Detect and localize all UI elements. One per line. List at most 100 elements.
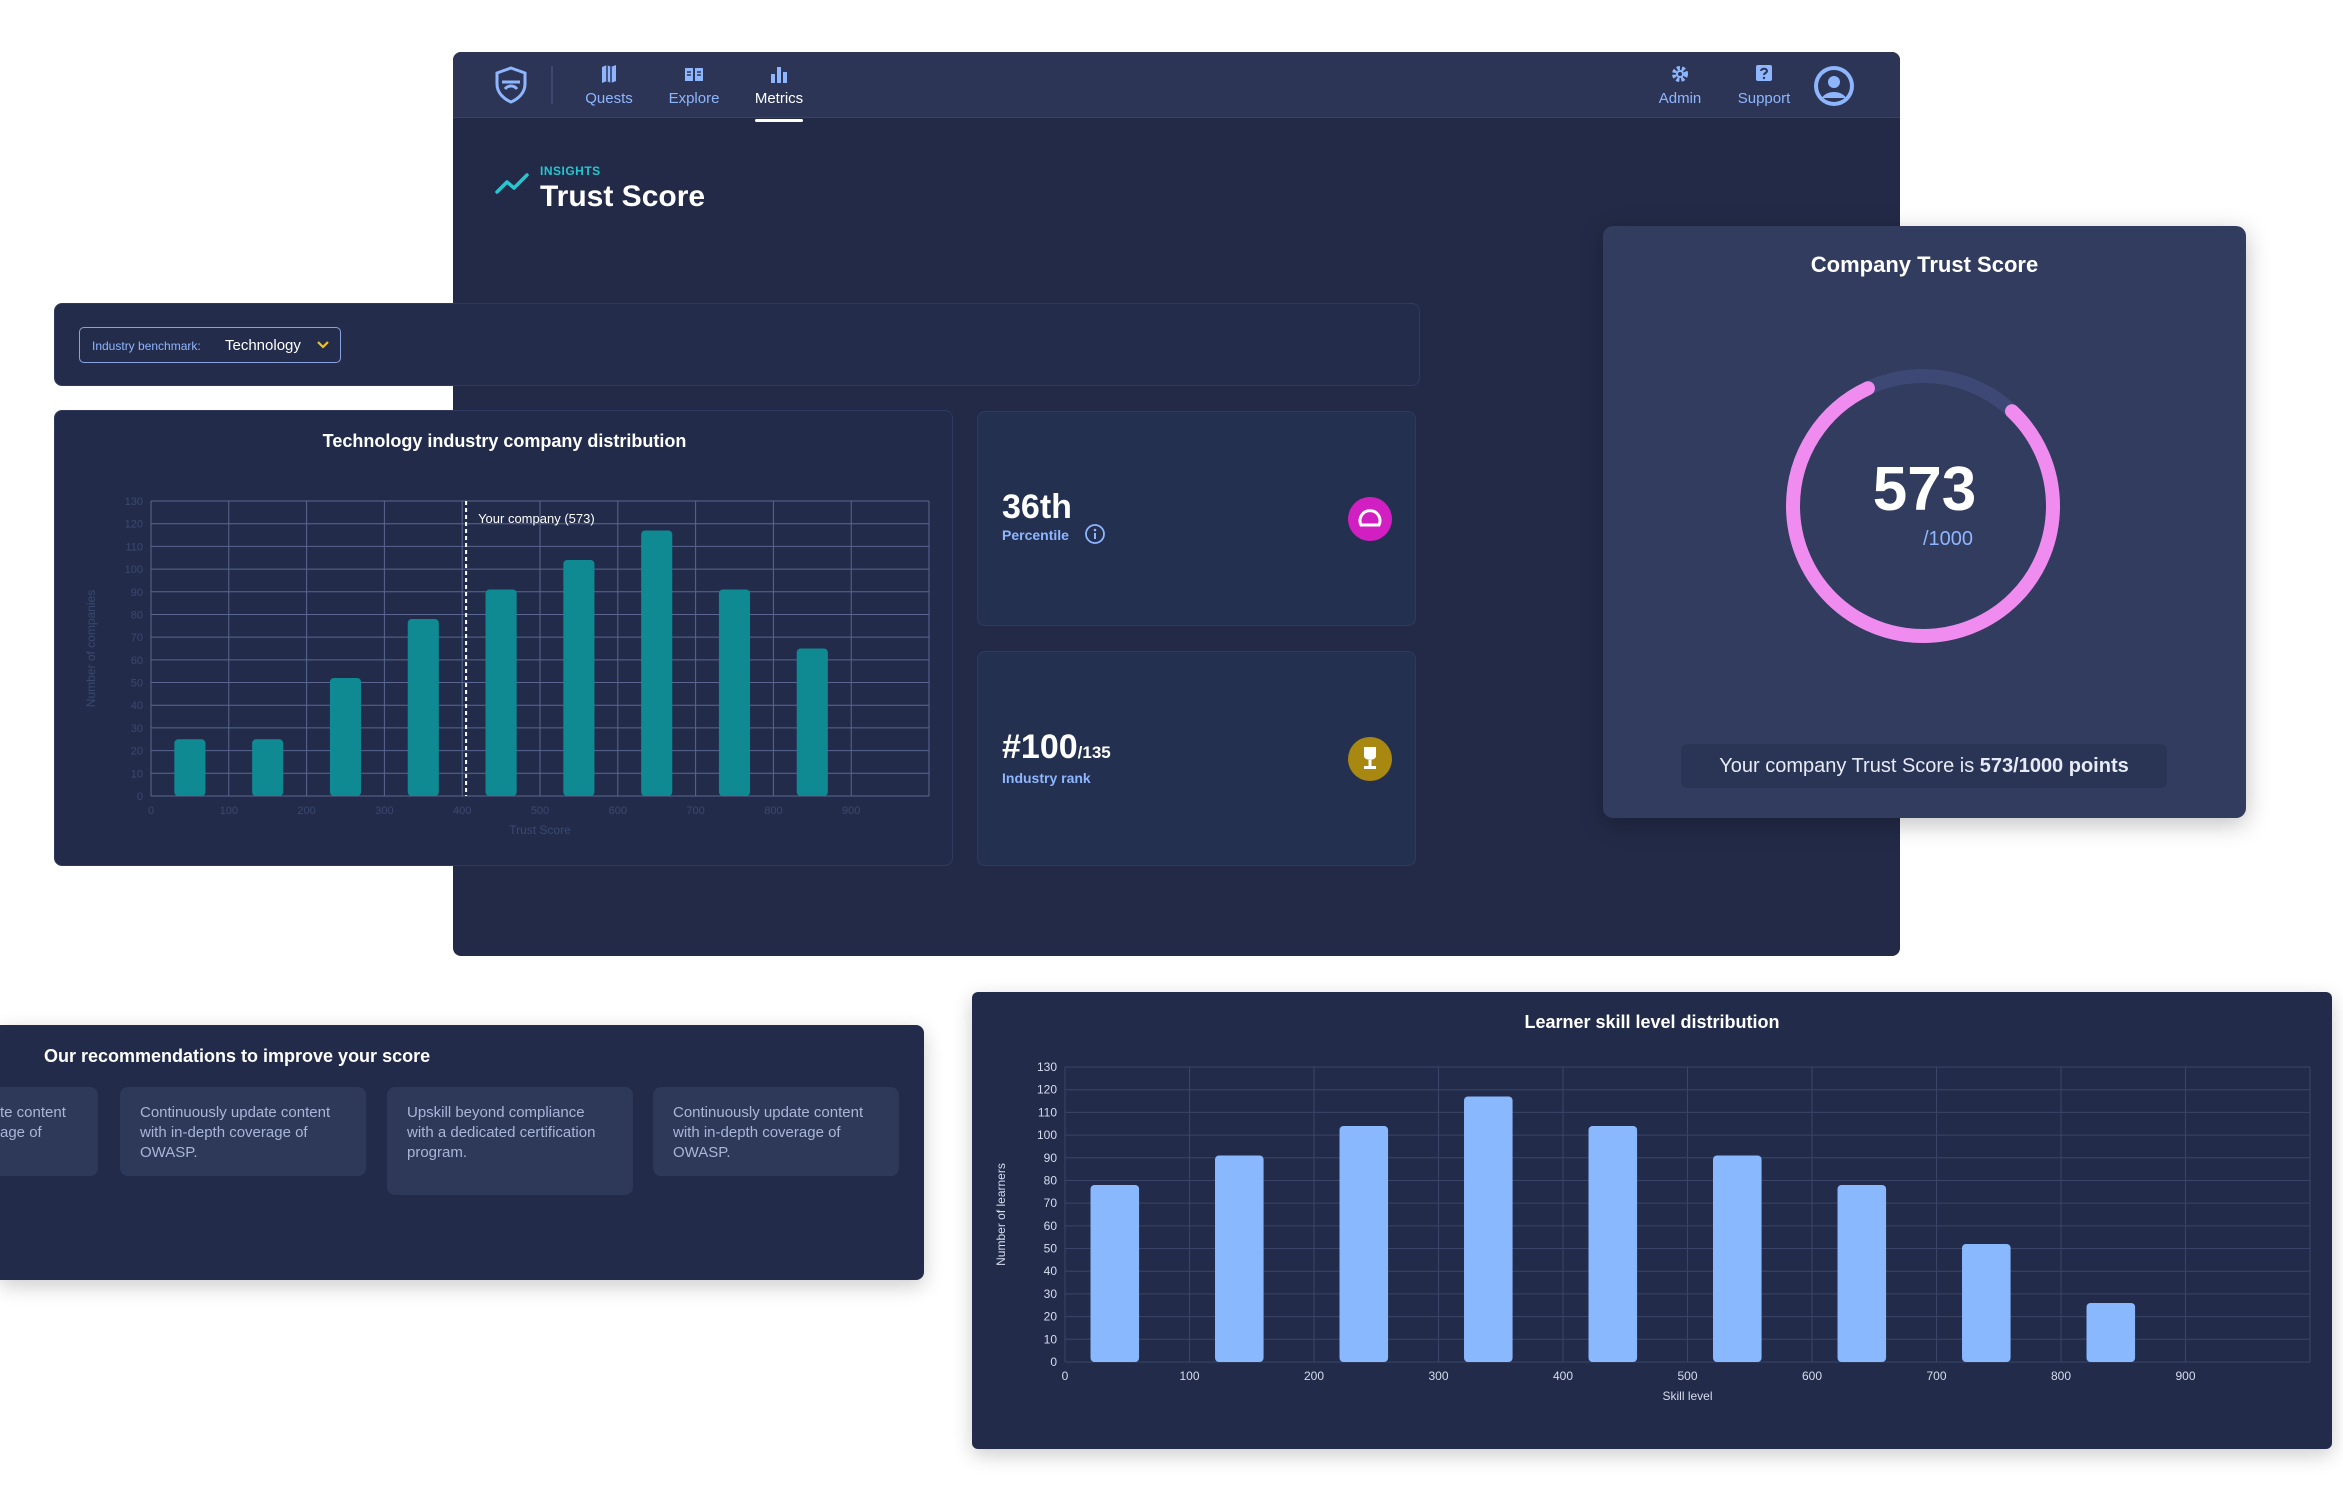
x-tick-label: 200 bbox=[1304, 1369, 1324, 1383]
nav-explore-label: Explore bbox=[668, 90, 720, 107]
x-tick-label: 100 bbox=[1179, 1369, 1199, 1383]
y-tick-label: 0 bbox=[137, 791, 143, 803]
bar bbox=[641, 530, 673, 796]
y-tick-label: 30 bbox=[131, 723, 143, 735]
x-tick-label: 100 bbox=[220, 805, 238, 817]
y-tick-label: 50 bbox=[1044, 1242, 1058, 1256]
page-title: Trust Score bbox=[540, 180, 706, 213]
chart-title: Technology industry company distribution bbox=[322, 431, 687, 451]
bar bbox=[563, 560, 595, 796]
nav-admin-label: Admin bbox=[1658, 90, 1702, 107]
shield-logo-icon[interactable] bbox=[493, 66, 529, 104]
y-axis-label: Number of companies bbox=[84, 590, 98, 707]
x-tick-label: 900 bbox=[2175, 1369, 2195, 1383]
nav-admin[interactable]: Admin bbox=[1640, 62, 1720, 114]
nav-metrics-label: Metrics bbox=[754, 90, 804, 107]
y-tick-label: 10 bbox=[1044, 1332, 1058, 1346]
x-tick-label: 800 bbox=[2051, 1369, 2071, 1383]
bar bbox=[1215, 1155, 1264, 1362]
nav-explore[interactable]: Explore bbox=[654, 62, 734, 114]
avatar[interactable] bbox=[1812, 64, 1856, 108]
rank-value: #100/135 bbox=[1002, 728, 1111, 767]
benchmark-bar: Industry benchmark: Technology bbox=[54, 303, 1420, 386]
percentile-label: Percentile bbox=[1002, 527, 1069, 543]
bar bbox=[1339, 1126, 1389, 1362]
nav-support[interactable]: Support bbox=[1724, 62, 1804, 114]
recommendation-card[interactable]: Continuously update content with in-dept… bbox=[120, 1087, 366, 1176]
bar bbox=[407, 619, 439, 796]
x-tick-label: 400 bbox=[453, 805, 471, 817]
bar-chart-icon bbox=[771, 67, 787, 83]
y-tick-label: 120 bbox=[125, 519, 143, 531]
x-axis-label: Trust Score bbox=[509, 823, 571, 837]
x-tick-label: 400 bbox=[1553, 1369, 1573, 1383]
nav-support-label: Support bbox=[1737, 90, 1791, 107]
recommendations-panel: Our recommendations to improve your scor… bbox=[0, 1025, 924, 1280]
nav-metrics[interactable]: Metrics bbox=[739, 62, 819, 122]
bar bbox=[1464, 1096, 1513, 1362]
page-eyebrow: INSIGHTS bbox=[540, 164, 601, 178]
company-trust-score-card: Company Trust Score 573 /1000 Your compa… bbox=[1603, 226, 2246, 818]
x-tick-label: 500 bbox=[1677, 1369, 1697, 1383]
recommendation-card[interactable]: Continuously update content with in-dept… bbox=[653, 1087, 899, 1176]
map-icon bbox=[602, 65, 616, 83]
y-tick-label: 20 bbox=[1044, 1310, 1058, 1324]
y-tick-label: 120 bbox=[1037, 1083, 1057, 1097]
y-tick-label: 90 bbox=[131, 587, 143, 599]
x-axis-label: Skill level bbox=[1662, 1389, 1712, 1403]
bar bbox=[1713, 1155, 1762, 1362]
recommendation-card[interactable]: Upskill beyond compliance with a dedicat… bbox=[387, 1087, 633, 1195]
y-tick-label: 100 bbox=[125, 564, 143, 576]
x-tick-label: 500 bbox=[531, 805, 549, 817]
y-tick-label: 40 bbox=[1044, 1264, 1058, 1278]
info-icon[interactable] bbox=[1084, 523, 1106, 545]
rank-label: Industry rank bbox=[1002, 770, 1091, 786]
summary-points: 573/1000 points bbox=[1979, 755, 2129, 777]
rank-total: /135 bbox=[1077, 743, 1111, 762]
y-tick-label: 50 bbox=[131, 678, 143, 690]
recommendation-card[interactable]: te content age of bbox=[0, 1087, 98, 1176]
y-tick-label: 80 bbox=[1044, 1173, 1058, 1187]
y-tick-label: 70 bbox=[131, 632, 143, 644]
bar bbox=[1588, 1126, 1638, 1362]
bar bbox=[329, 678, 362, 796]
y-tick-label: 60 bbox=[131, 655, 143, 667]
bar bbox=[796, 648, 828, 796]
y-tick-label: 100 bbox=[1037, 1128, 1057, 1142]
nav-quests[interactable]: Quests bbox=[569, 62, 649, 114]
industry-distribution-chart: 0 10 20 30 40 50 60 70 80 90 100 110 120 130 0 100 200 30… bbox=[84, 496, 930, 837]
industry-benchmark-select[interactable]: Industry benchmark: Technology bbox=[79, 327, 341, 363]
benchmark-value: Technology bbox=[225, 337, 301, 354]
percentile-badge-icon bbox=[1348, 497, 1392, 541]
y-axis-label: Number of learners bbox=[994, 1163, 1008, 1266]
nav-divider bbox=[551, 66, 553, 104]
bar bbox=[1962, 1244, 2011, 1362]
bar bbox=[485, 589, 517, 796]
industry-rank-card: #100/135 Industry rank bbox=[977, 651, 1416, 866]
gauge-arc bbox=[1786, 369, 2060, 643]
percentile-value: 36th bbox=[1002, 488, 1072, 526]
x-tick-label: 300 bbox=[1428, 1369, 1448, 1383]
trust-score-max: /1000 bbox=[1923, 528, 1974, 550]
percentile-card: 36th Percentile bbox=[977, 411, 1416, 626]
x-tick-label: 800 bbox=[764, 805, 782, 817]
y-tick-label: 10 bbox=[131, 768, 143, 780]
x-tick-label: 600 bbox=[609, 805, 627, 817]
your-company-label: Your company (573) bbox=[478, 511, 595, 526]
bar bbox=[2086, 1303, 2136, 1362]
bar bbox=[252, 739, 284, 796]
industry-distribution-panel: Technology industry company distribution… bbox=[54, 410, 953, 866]
recommendations-title: Our recommendations to improve your scor… bbox=[44, 1046, 431, 1066]
y-tick-label: 60 bbox=[1044, 1219, 1058, 1233]
bar bbox=[718, 589, 751, 796]
y-tick-label: 80 bbox=[131, 609, 143, 621]
trust-score-value: 573 bbox=[1872, 455, 1977, 524]
x-tick-label: 900 bbox=[842, 805, 860, 817]
summary-prefix: Your company Trust Score is bbox=[1719, 755, 1980, 777]
active-tab-indicator bbox=[755, 119, 803, 122]
x-tick-label: 700 bbox=[1926, 1369, 1946, 1383]
gear-icon bbox=[1672, 66, 1688, 82]
y-tick-label: 110 bbox=[1038, 1105, 1057, 1119]
bar bbox=[1837, 1185, 1887, 1362]
y-tick-label: 90 bbox=[1044, 1151, 1058, 1165]
